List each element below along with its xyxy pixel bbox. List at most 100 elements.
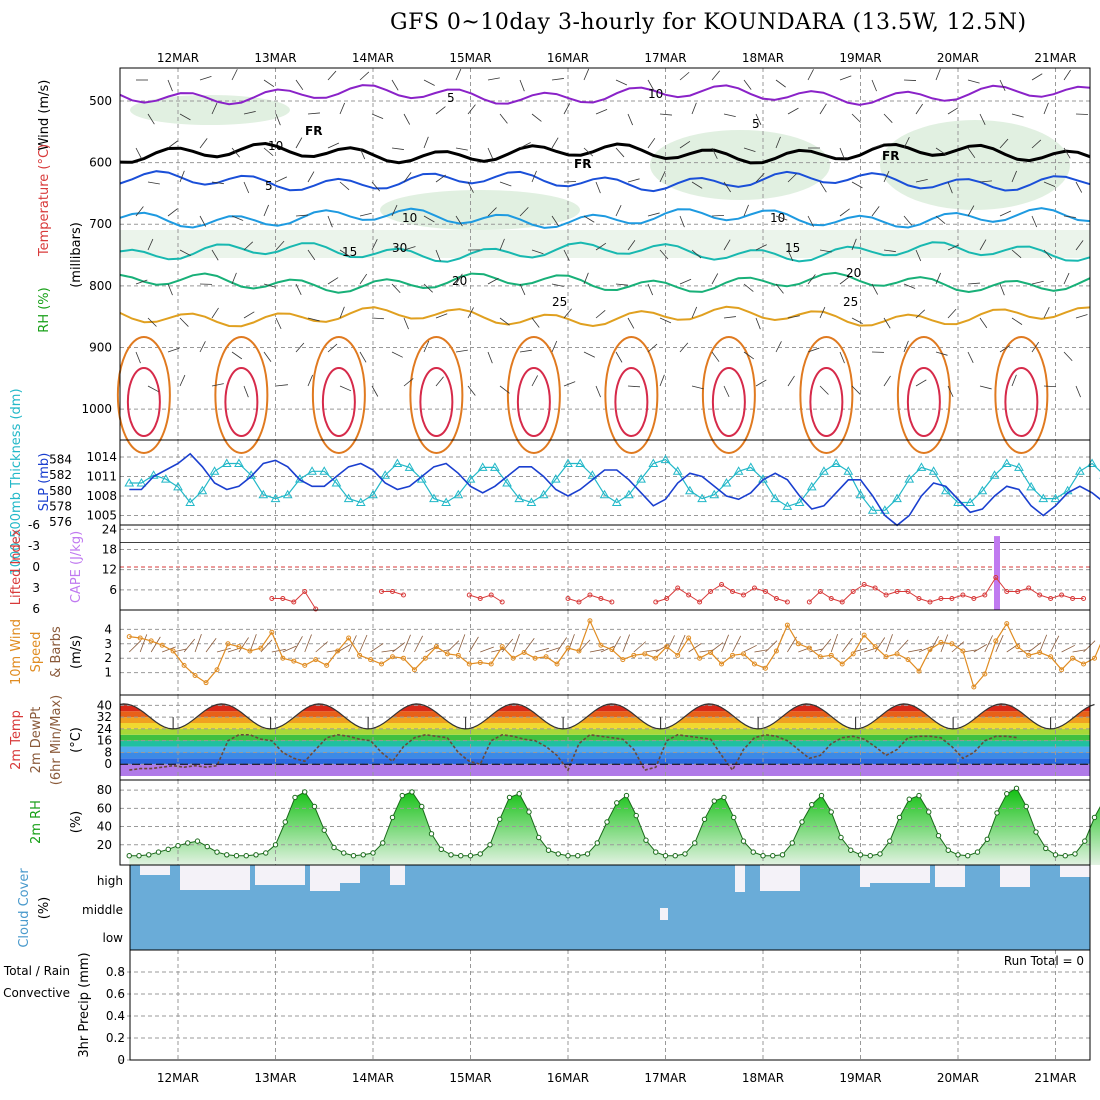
cloud-level-tick: high bbox=[97, 874, 123, 888]
rh-marker bbox=[165, 846, 171, 853]
wind-barb bbox=[807, 347, 820, 353]
thickness-marker bbox=[1050, 493, 1061, 503]
rh-marker bbox=[731, 814, 737, 821]
temp-band bbox=[120, 746, 1090, 753]
wind-barb bbox=[871, 143, 884, 149]
wind-barb bbox=[896, 639, 909, 653]
wind-speed-marker bbox=[203, 680, 209, 686]
thickness-marker bbox=[892, 493, 902, 503]
wind-barb bbox=[263, 204, 269, 217]
wind-speed-marker bbox=[631, 652, 637, 658]
temp-band bbox=[120, 703, 1090, 706]
wind-barb bbox=[499, 113, 508, 124]
temp-band bbox=[120, 717, 1090, 724]
wind-barb bbox=[935, 68, 941, 81]
temp-band bbox=[120, 758, 1090, 765]
lifted-index-marker bbox=[784, 599, 790, 605]
date-label-bottom: 13MAR bbox=[254, 1071, 296, 1085]
rh-marker bbox=[916, 792, 922, 799]
wind-speed-marker bbox=[762, 665, 768, 671]
wind-barb bbox=[655, 644, 669, 653]
wind-barb bbox=[370, 643, 384, 653]
rh-marker bbox=[1072, 851, 1078, 857]
rh-marker bbox=[194, 838, 201, 844]
rh-marker bbox=[448, 852, 454, 858]
wind-barb bbox=[819, 249, 832, 253]
rh-marker bbox=[565, 853, 571, 859]
wind-barb bbox=[567, 634, 575, 653]
wind-speed-marker bbox=[159, 642, 165, 648]
wind-barb bbox=[523, 637, 535, 653]
isotherm-loop bbox=[994, 336, 1049, 454]
lifted-index-marker bbox=[598, 596, 604, 601]
wind-barb bbox=[691, 181, 703, 189]
wind-barb bbox=[874, 637, 886, 653]
wind-barb bbox=[787, 107, 799, 115]
thickness-marker bbox=[745, 462, 756, 471]
wind-barb bbox=[371, 113, 384, 119]
wind-speed-marker bbox=[784, 622, 790, 628]
wind-speed-marker bbox=[817, 654, 823, 660]
wind-barb bbox=[677, 634, 686, 653]
wind-barb bbox=[392, 642, 406, 653]
wind-barb bbox=[435, 249, 441, 262]
slp-tick: 1014 bbox=[86, 450, 117, 464]
wind-barb bbox=[167, 140, 178, 149]
wind-barb bbox=[787, 249, 794, 262]
wind-barb bbox=[1075, 181, 1083, 193]
isotherm-line bbox=[119, 84, 1091, 106]
wind-barb bbox=[179, 113, 191, 121]
wind-barb bbox=[307, 112, 320, 115]
wind-barb bbox=[243, 311, 255, 319]
wind-speed-marker bbox=[466, 661, 472, 667]
rh-marker bbox=[662, 853, 669, 859]
wind-barb bbox=[455, 349, 468, 353]
date-label-bottom: 18MAR bbox=[742, 1071, 784, 1085]
wind-speed-marker bbox=[565, 645, 571, 651]
isotherm-label: 25 bbox=[552, 295, 567, 309]
thickness-marker bbox=[368, 489, 378, 499]
isotherm-loop bbox=[711, 367, 746, 437]
date-label-bottom: 12MAR bbox=[157, 1071, 199, 1085]
pressure-axis-label: (millibars) bbox=[69, 222, 84, 288]
thickness-marker bbox=[392, 458, 403, 467]
wind-barb bbox=[755, 113, 762, 126]
cloud-gap bbox=[140, 865, 170, 875]
wind-speed-marker bbox=[609, 647, 615, 653]
wind-barb bbox=[819, 385, 829, 395]
wind-barb bbox=[743, 644, 757, 653]
wind-barb bbox=[327, 70, 337, 81]
wind-barb bbox=[935, 215, 946, 225]
rh-marker bbox=[126, 853, 132, 859]
rh-marker bbox=[779, 852, 786, 858]
wind-speed-marker bbox=[269, 629, 275, 635]
wind-barb bbox=[275, 384, 288, 387]
rh-marker bbox=[311, 803, 318, 810]
isotherm-loop bbox=[906, 367, 941, 437]
thickness-marker bbox=[660, 454, 671, 464]
temp-axis-label: (°C) bbox=[69, 727, 84, 753]
wind-barb bbox=[647, 79, 655, 91]
wind-barb bbox=[755, 317, 761, 330]
wind-barb bbox=[615, 147, 625, 158]
cloud-axis-label: (%) bbox=[37, 897, 52, 920]
isotherm-loop bbox=[409, 336, 464, 454]
wind-barb bbox=[519, 283, 526, 296]
panel-frame bbox=[119, 609, 1091, 696]
wind-barb bbox=[403, 246, 416, 251]
lifted-index-marker bbox=[751, 585, 757, 591]
wind-barb bbox=[611, 636, 621, 653]
isotherm-label: 30 bbox=[392, 241, 407, 255]
wind-barb bbox=[403, 172, 412, 183]
wind-barb bbox=[211, 102, 218, 115]
wind-barb bbox=[947, 385, 954, 398]
isotherm-line bbox=[119, 241, 1091, 263]
thickness-marker bbox=[563, 458, 573, 467]
wind-speed-marker bbox=[850, 651, 856, 657]
wind-speed-marker bbox=[675, 652, 681, 658]
rh-marker bbox=[750, 849, 756, 855]
lifted-index-marker bbox=[1037, 592, 1043, 598]
lifted-index-marker bbox=[499, 599, 505, 605]
pressure-tick: 500 bbox=[89, 94, 112, 108]
rh-marker bbox=[243, 853, 249, 859]
